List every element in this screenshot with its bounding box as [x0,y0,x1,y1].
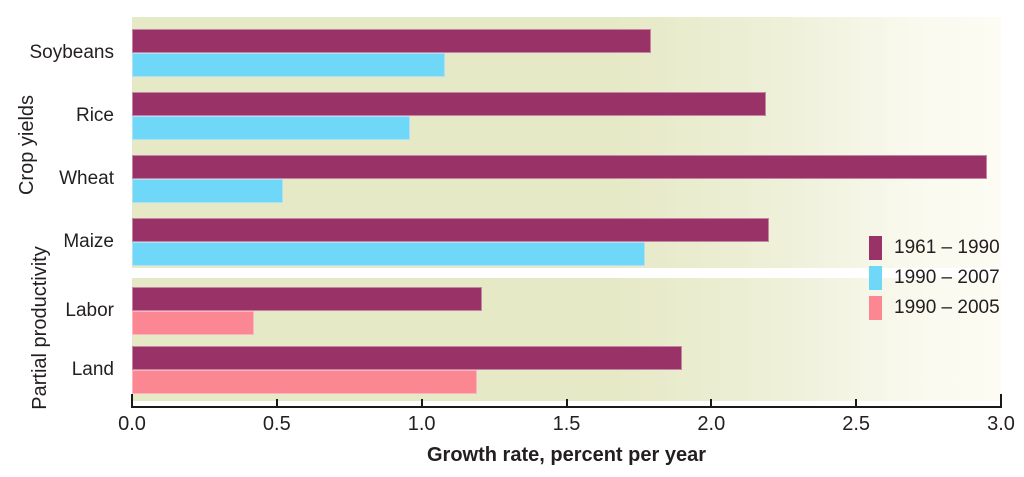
bar-rice-1990–2007 [132,116,411,140]
x-axis-tick-label: 3.0 [987,413,1015,435]
bar-soybeans-1990–2007 [132,53,445,77]
x-axis-tick-label: 1.5 [552,413,581,435]
bar-wheat-1961–1990 [132,155,987,179]
bar-labor-1990–2005 [132,311,254,335]
x-axis-tick [420,399,423,406]
category-label-wheat: Wheat [59,168,114,189]
bar-soybeans-1961–1990 [132,29,651,53]
legend-swatch-1990-2007 [869,266,882,290]
bar-land-1990–2005 [132,370,477,394]
x-axis-tick [565,399,568,406]
x-axis-tick-label: 0.0 [118,413,146,435]
category-axis: Soybeans Rice Wheat Maize Labor Land [0,17,122,401]
bar-wheat-1990–2007 [132,179,283,203]
category-label-rice: Rice [75,105,114,126]
bar-maize-1961–1990 [132,218,770,242]
x-axis-tick [710,399,713,406]
bar-land-1961–1990 [132,346,683,370]
legend-swatch-1961-1990 [869,236,882,260]
legend-swatch-1990-2005 [869,296,882,320]
legend-label: 1990 – 2007 [894,267,1000,288]
bar-labor-1961–1990 [132,287,483,311]
x-axis-tick [1000,394,1002,406]
plot-area [132,17,1001,401]
category-label-labor: Labor [65,300,114,321]
legend-item: 1990 – 2007 [869,266,1000,290]
legend-label: 1990 – 2005 [894,297,1000,318]
legend-item: 1961 – 1990 [869,236,1000,260]
bar-rice-1961–1990 [132,92,767,116]
section-separator [132,268,1001,278]
x-axis-tick-label: 2.5 [842,413,871,435]
x-axis-tick [275,399,278,406]
category-label-maize: Maize [63,231,114,252]
category-label-soybeans: Soybeans [29,42,114,63]
category-label-land: Land [71,359,114,380]
y-axis-group-label-crop-yields: Crop yields [16,94,38,196]
bar-maize-1990–2007 [132,242,645,266]
x-axis-tick-label: 2.0 [697,413,726,435]
x-axis-line [131,406,1002,408]
y-axis-group-label-partial-productivity: Partial productivity [29,246,51,410]
x-axis-tick-label: 0.5 [262,413,291,435]
x-axis-title: Growth rate, percent per year [427,444,706,466]
legend-item: 1990 – 2005 [869,296,1000,320]
x-axis-tick-label: 1.0 [407,413,436,435]
legend-label: 1961 – 1990 [894,237,1000,258]
x-axis-tick [855,399,858,406]
x-axis-tick [131,394,133,406]
legend: 1961 – 1990 1990 – 2007 1990 – 2005 [869,236,1000,326]
